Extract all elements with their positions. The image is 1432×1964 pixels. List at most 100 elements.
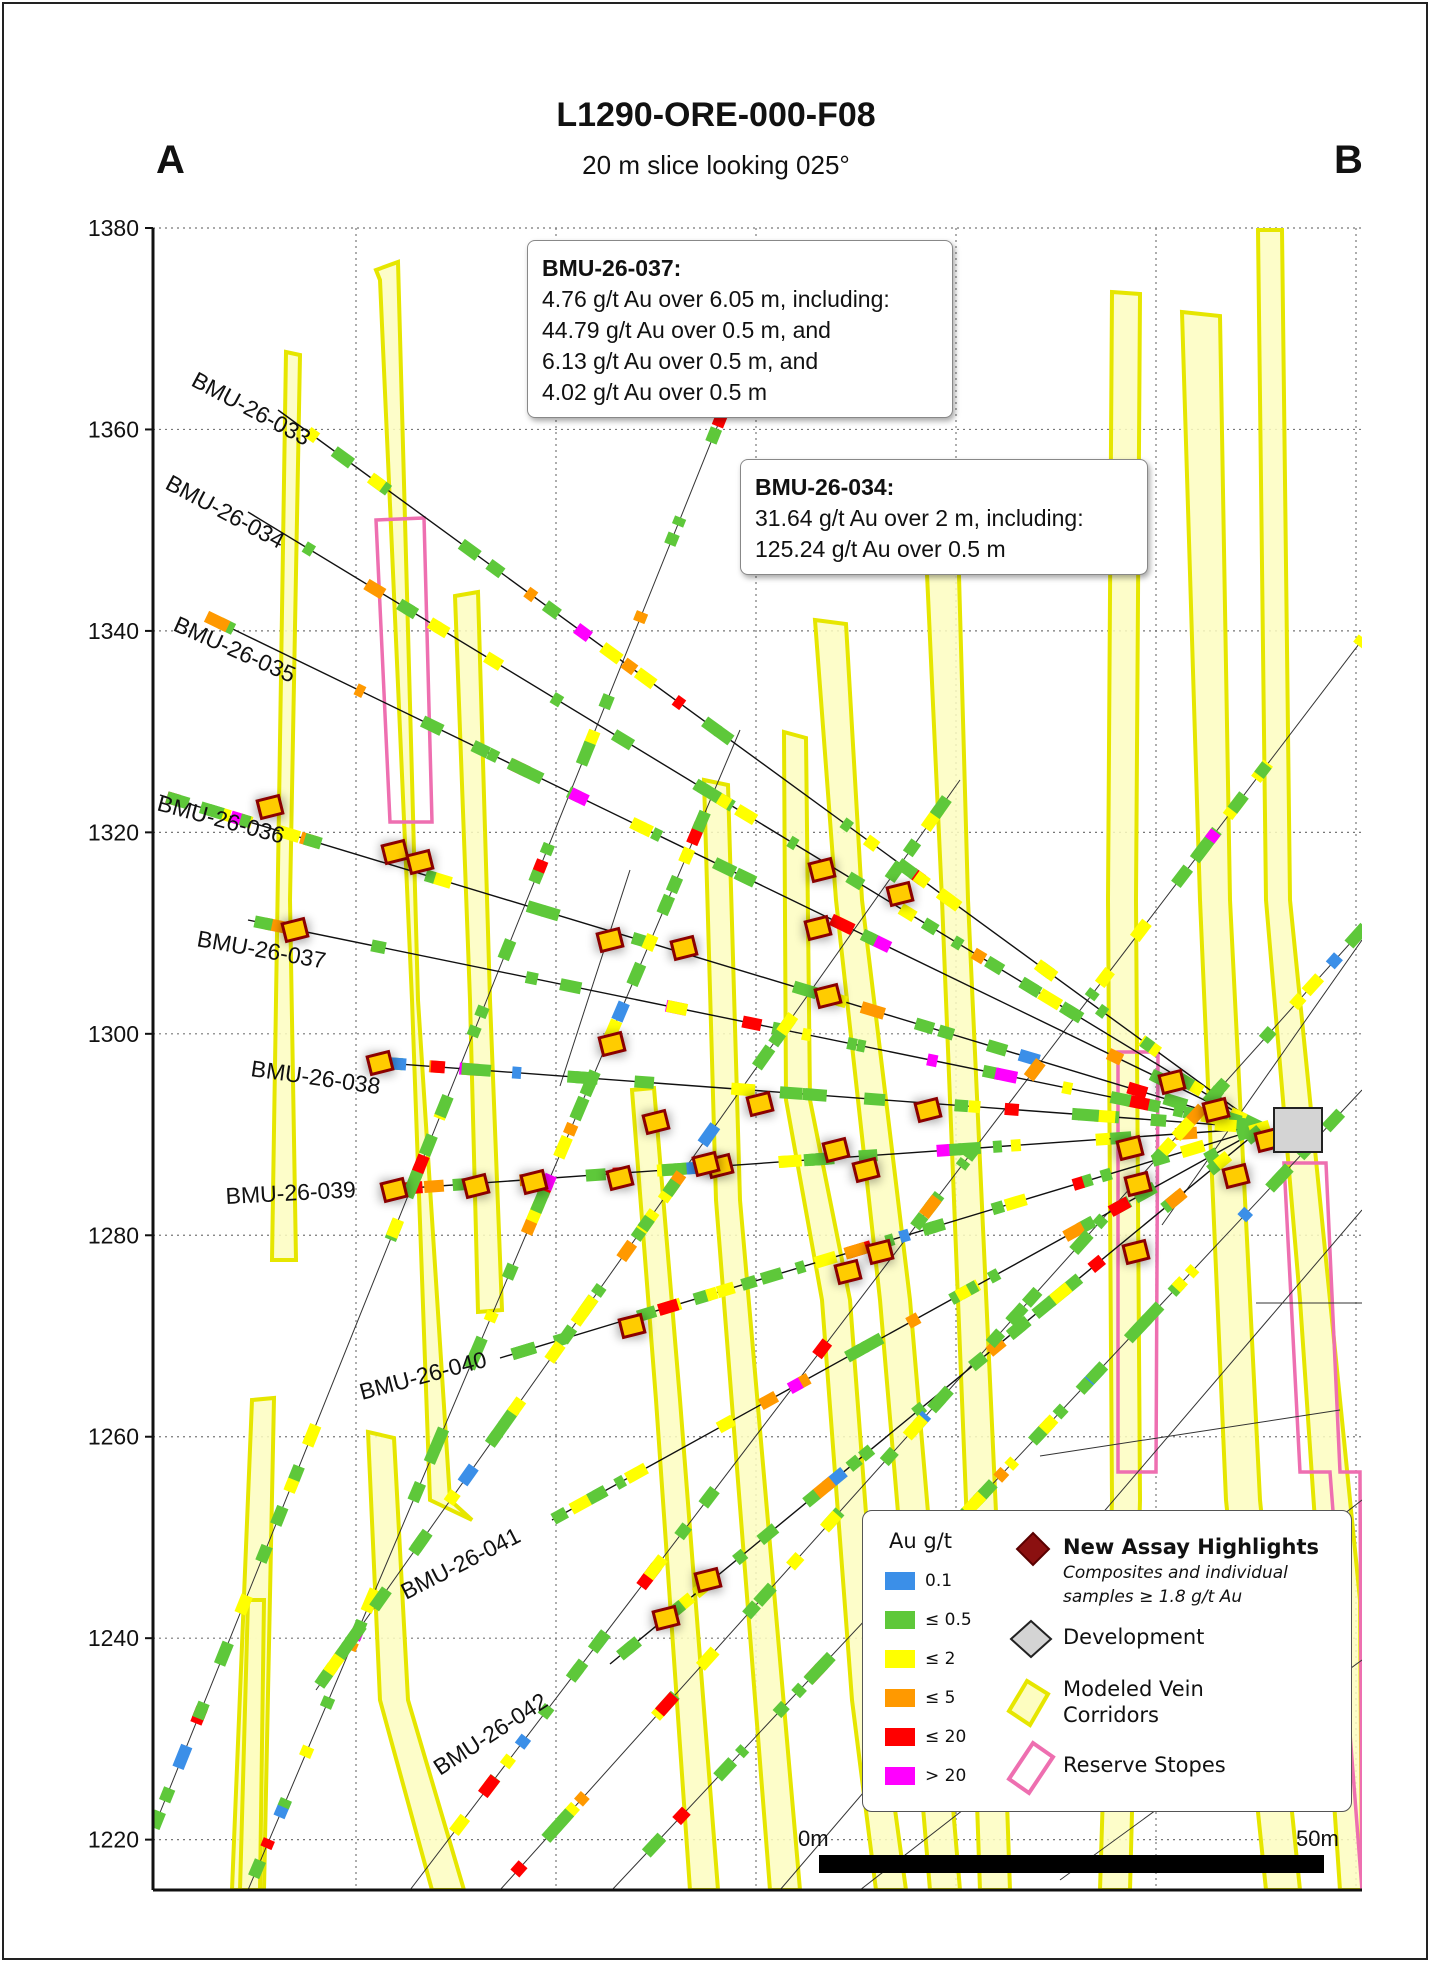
reserve-stope-icon	[1006, 1740, 1056, 1796]
assay-sample	[1094, 1003, 1110, 1019]
assay-sample	[778, 1155, 788, 1169]
assay-sample	[672, 1806, 691, 1826]
assay-sample	[968, 1351, 989, 1372]
highlight-box	[461, 1172, 491, 1200]
assay-sample	[898, 1228, 911, 1244]
assay-sample	[654, 1691, 679, 1717]
assay-sample	[449, 1813, 471, 1837]
assay-sample	[858, 1444, 876, 1462]
assay-sample	[1087, 1254, 1107, 1273]
assay-sample	[248, 1858, 267, 1880]
assay-sample	[501, 1262, 519, 1281]
assay-sample	[698, 1485, 720, 1509]
assay-sample	[1265, 1169, 1289, 1193]
assay-sample	[568, 1494, 592, 1515]
assay-sample	[363, 578, 387, 600]
assay-sample	[968, 1100, 981, 1114]
assay-sample	[1164, 1187, 1188, 1210]
assay-sample	[846, 1037, 858, 1051]
legend-grade-row: ≤ 2	[885, 1649, 955, 1671]
assay-sample	[803, 1153, 821, 1167]
assay-sample	[735, 1744, 750, 1759]
assay-sample	[1075, 1377, 1094, 1395]
development-icon	[1009, 1619, 1053, 1659]
assay-sample	[741, 1015, 763, 1032]
assay-sample	[1006, 1302, 1029, 1326]
assay-sample	[1069, 1229, 1094, 1256]
scale-bar	[819, 1855, 1324, 1873]
assay-sample	[961, 1491, 987, 1517]
legend-grade-row: > 20	[885, 1766, 966, 1788]
assay-sample	[895, 858, 919, 880]
assay-sample	[844, 1340, 870, 1363]
assay-sample	[466, 1024, 482, 1039]
drillhole-trace	[209, 617, 1263, 1129]
assay-sample	[661, 1163, 678, 1177]
highlight-box	[851, 1156, 881, 1184]
assay-sample	[524, 971, 539, 986]
assay-sample	[713, 1757, 738, 1782]
assay-sample	[613, 1474, 628, 1490]
assay-sample	[695, 1646, 720, 1671]
assay-sample	[1061, 1081, 1074, 1095]
assay-sample	[794, 1260, 807, 1275]
assay-sample	[431, 871, 453, 889]
vein-corridor	[781, 729, 909, 1890]
assay-sample	[1094, 1109, 1116, 1124]
assay-sample	[559, 978, 583, 995]
assay-sample	[287, 1464, 305, 1484]
assay-sample	[927, 1394, 947, 1414]
assay-sample	[1254, 761, 1272, 779]
assay-sample	[992, 1140, 1003, 1153]
assay-sample	[539, 841, 555, 857]
assay-sample	[203, 610, 231, 633]
highlight-box	[379, 1176, 409, 1204]
assay-sample	[484, 1430, 502, 1448]
assay-sample	[926, 1053, 939, 1068]
assay-sample	[1109, 1091, 1132, 1107]
assay-sample	[510, 1341, 537, 1361]
assay-sample	[715, 793, 733, 810]
assay-sample	[656, 1298, 680, 1316]
drillhole-trace	[159, 794, 1263, 1129]
assay-sample	[1062, 1221, 1086, 1242]
assay-sample	[1107, 1196, 1132, 1217]
assay-sample	[1126, 1094, 1151, 1111]
drill-trace	[247, 729, 741, 1890]
assay-sample	[532, 858, 549, 874]
assay-sample	[575, 740, 596, 767]
assay-sample	[771, 1029, 787, 1044]
legend-stope-label: Reserve Stopes	[1063, 1753, 1226, 1777]
assay-sample	[1139, 1036, 1156, 1053]
assay-sample	[671, 515, 687, 528]
assay-sample	[530, 1188, 551, 1214]
assay-sample	[786, 1551, 805, 1571]
assay-sample	[172, 1743, 193, 1771]
assay-sample	[423, 1179, 445, 1194]
axes	[145, 227, 1362, 1892]
assay-sample	[366, 472, 387, 492]
y-tick-label: 1360	[88, 416, 139, 442]
assay-sample	[935, 887, 956, 907]
assay-sample	[656, 900, 673, 917]
assay-sample	[403, 602, 420, 620]
y-tick-label: 1340	[88, 618, 139, 644]
callout-line: 4.02 g/t Au over 0.5 m	[542, 379, 768, 405]
assay-sample	[429, 1426, 450, 1451]
assay-sample	[1005, 1320, 1027, 1341]
grade-label: ≤ 5	[925, 1688, 956, 1708]
assay-sample	[407, 1480, 427, 1504]
assay-sample	[626, 961, 647, 988]
highlight-box	[405, 848, 435, 876]
drill-trace	[559, 869, 631, 1087]
assay-sample	[1033, 959, 1059, 982]
assay-sample	[1063, 1004, 1085, 1024]
assay-sample	[470, 1063, 492, 1077]
assay-sample	[537, 1702, 555, 1720]
assay-sample	[643, 1554, 668, 1581]
assay-sample	[665, 1000, 689, 1016]
assay-sample	[550, 1506, 570, 1525]
assay-sample	[839, 817, 855, 833]
callout-line: 44.79 g/t Au over 0.5 m, and	[542, 317, 831, 343]
assay-sample	[913, 1017, 936, 1035]
